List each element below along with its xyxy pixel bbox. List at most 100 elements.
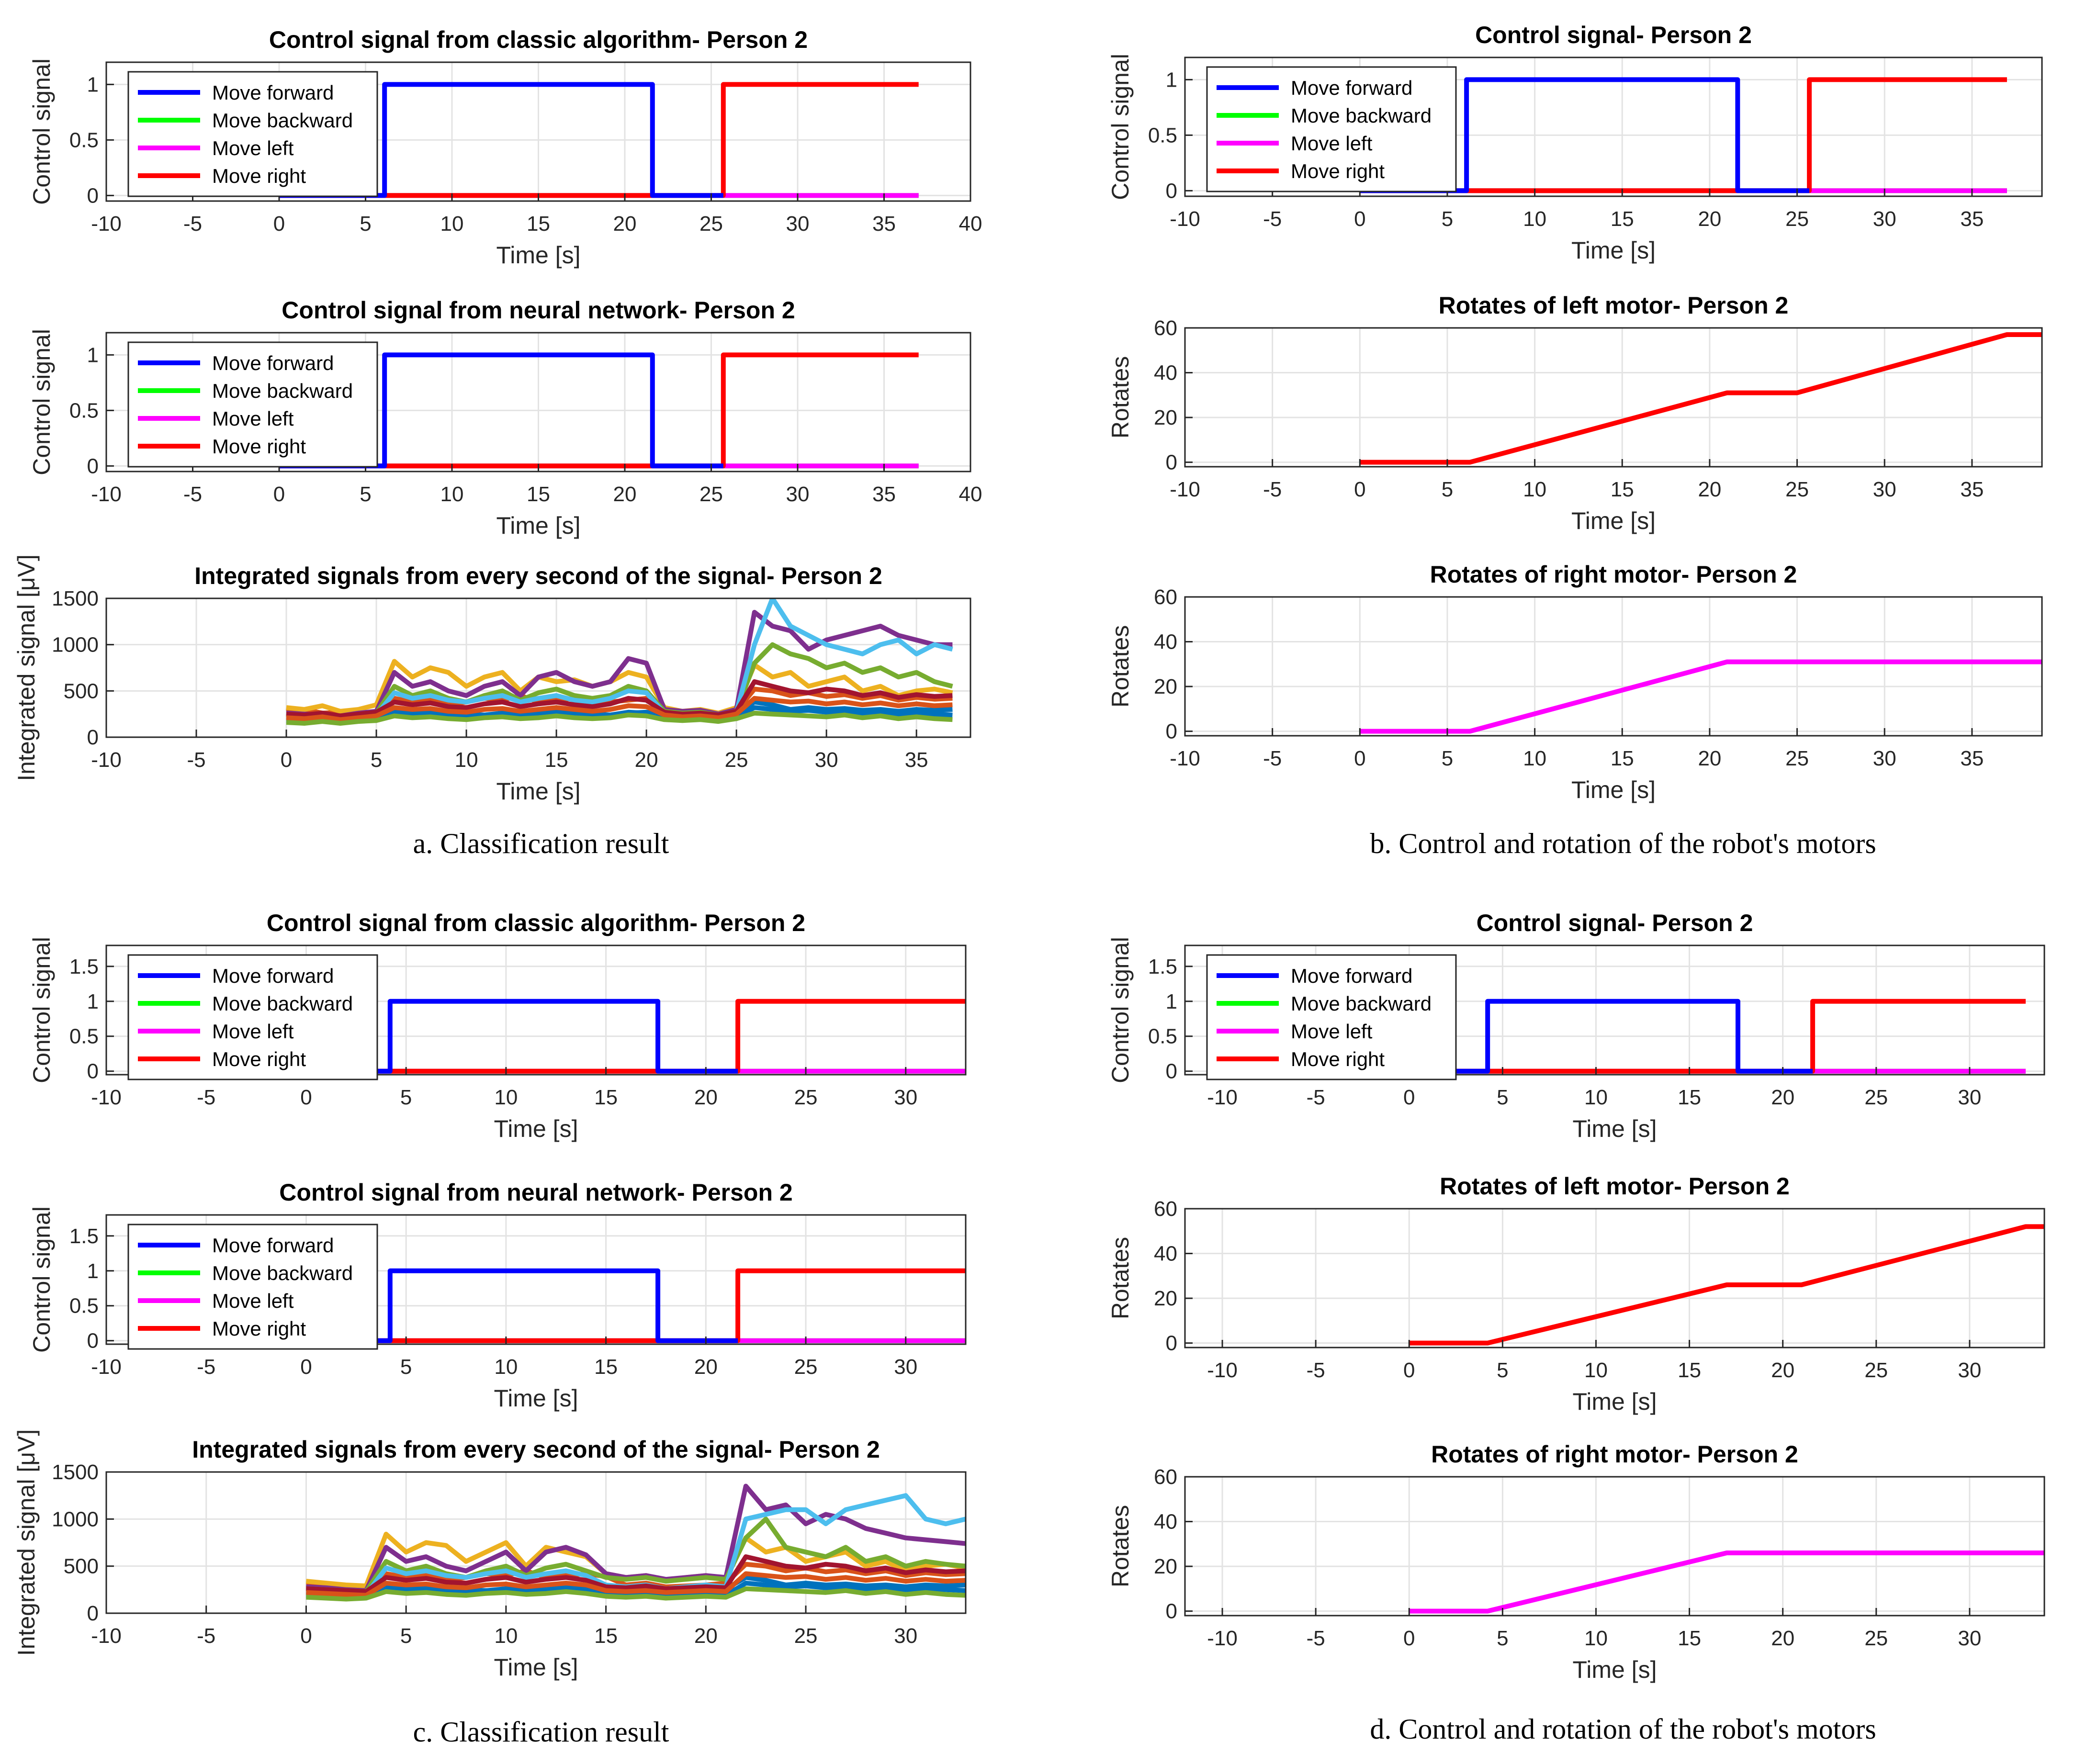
x-tick-label: -10 [91, 748, 122, 772]
series-group [1360, 659, 2042, 734]
x-tick-label: 0 [1403, 1627, 1415, 1650]
series-line-ch9 [306, 1571, 966, 1598]
x-tick-label: 0 [300, 1086, 312, 1109]
x-tick-label: 35 [872, 212, 896, 236]
legend-label: Move left [212, 137, 294, 159]
x-tick-label: 0 [300, 1355, 312, 1379]
x-tick-label: 10 [1584, 1086, 1608, 1109]
chart-panel-c3: -10 -5 0 5 10 15 20 25 30 0 500 1000 1500 Integrated … [13, 1429, 967, 1681]
x-tick-label: -5 [197, 1355, 215, 1379]
y-tick-label: 1.5 [69, 955, 99, 978]
x-tick-label: 30 [1873, 478, 1896, 501]
x-tick-label: 15 [527, 212, 550, 236]
y-tick-label: 1.5 [1148, 955, 1177, 978]
x-tick-label: 20 [1698, 207, 1721, 231]
series-line-ch7 [306, 1554, 966, 1594]
x-tick-label: 5 [1497, 1086, 1508, 1109]
axes-box [1184, 944, 2045, 1076]
x-tick-label: 0 [1354, 747, 1365, 770]
x-tick-label: 0 [273, 483, 285, 506]
chart-title: Rotates of left motor- Person 2 [1439, 292, 1789, 319]
x-tick-label: 25 [794, 1355, 818, 1379]
chart-title: Control signal from neural network- Pers… [279, 1179, 792, 1206]
x-tick-label: 5 [400, 1086, 412, 1109]
legend: Move forward Move backward Move left Move r… [127, 954, 378, 1080]
x-tick-label: 5 [1497, 1627, 1508, 1650]
chart-title: Rotates of right motor- Person 2 [1430, 561, 1797, 588]
y-axis-label: Control signal [28, 329, 55, 475]
x-axis-label: Time [s] [494, 1654, 578, 1681]
chart-title: Rotates of left motor- Person 2 [1440, 1173, 1790, 1200]
x-tick-label: 15 [1611, 207, 1634, 231]
x-tick-label: 20 [1771, 1627, 1794, 1650]
legend: Move forward Move backward Move left Move r… [127, 71, 378, 197]
series-group [305, 1483, 966, 1602]
y-tick-label: 20 [1154, 1555, 1177, 1578]
x-tick-label: 10 [455, 748, 478, 772]
legend-label: Move backward [212, 1262, 353, 1284]
chart-title: Control signal- Person 2 [1475, 22, 1752, 48]
y-tick-label: 1 [87, 1259, 99, 1283]
legend-label: Move backward [212, 380, 353, 402]
x-tick-label: -10 [1170, 207, 1200, 231]
x-tick-label: 25 [1864, 1086, 1888, 1109]
series-line-ch10 [306, 1586, 966, 1602]
y-tick-label: 0.5 [69, 128, 99, 152]
chart-panel-d2: -10 -5 0 5 10 15 20 25 30 0 20 40 60 Rotates of left … [1107, 1173, 2045, 1415]
series-line-left-motor [1409, 1224, 2044, 1346]
plot-area [1185, 1209, 2044, 1348]
series-line-ch10 [286, 710, 953, 726]
legend: Move forward Move backward Move left Move r… [127, 341, 378, 468]
chart-panel-c2: -10 -5 0 5 10 15 20 25 30 0 0.5 1 1.5 Control signal … [28, 1179, 967, 1412]
y-tick-label: 1500 [52, 587, 99, 610]
x-axis-label: Time [s] [1573, 1388, 1657, 1415]
legend-label: Move right [212, 1317, 306, 1340]
x-tick-label: 10 [1584, 1627, 1608, 1650]
x-tick-label: 15 [1611, 478, 1634, 501]
legend-label: Move forward [212, 965, 334, 987]
y-tick-label: 1 [87, 73, 99, 96]
x-tick-label: 25 [699, 483, 723, 506]
legend-label: Move right [212, 1048, 306, 1070]
x-tick-label: 0 [300, 1624, 312, 1648]
x-axis-label: Time [s] [496, 242, 581, 269]
series-line-ch4 [286, 610, 953, 719]
series-line-move-right [279, 352, 919, 469]
y-axis-label: Control signal [1107, 937, 1134, 1083]
chart-panel-d1: -10 -5 0 5 10 15 20 25 30 0 0.5 1 1.5 Control signal-… [1107, 910, 2045, 1142]
series-line-move-right [279, 82, 919, 198]
x-tick-label: 30 [1958, 1359, 1981, 1382]
x-tick-label: 0 [1403, 1359, 1415, 1382]
x-tick-label: 10 [494, 1624, 518, 1648]
x-axis-label: Time [s] [1573, 1656, 1657, 1683]
x-tick-label: -5 [197, 1624, 215, 1648]
x-tick-label: 25 [699, 212, 723, 236]
chart-title: Control signal- Person 2 [1477, 910, 1753, 936]
x-tick-label: 25 [1864, 1359, 1888, 1382]
y-tick-label: 60 [1154, 1197, 1177, 1221]
chart-title: Rotates of right motor- Person 2 [1431, 1441, 1798, 1468]
legend: Move forward Move backward Move left Move r… [127, 1224, 378, 1350]
series-line-ch6 [286, 598, 953, 722]
legend-label: Move left [212, 407, 294, 430]
y-tick-label: 1500 [52, 1461, 99, 1484]
x-tick-label: 25 [1785, 747, 1809, 770]
series-line-move-right [1409, 999, 2026, 1074]
x-tick-label: 30 [894, 1624, 917, 1648]
series-line-ch5 [286, 642, 953, 719]
legend-label: Move forward [212, 352, 334, 374]
x-tick-label: 20 [613, 483, 637, 506]
y-tick-label: 1 [1166, 990, 1177, 1013]
x-tick-label: 5 [1442, 478, 1453, 501]
y-axis-label: Rotates [1107, 356, 1134, 438]
x-tick-label: 30 [894, 1086, 917, 1109]
chart-panel-b1: -10 -5 0 5 10 15 20 25 30 35 0 0.5 1 Control signal- … [1107, 22, 2043, 264]
legend-label: Move backward [212, 992, 353, 1015]
series-line-ch9 [286, 696, 953, 722]
chart-panel-a3: -10 -5 0 5 10 15 20 25 30 35 0 500 1000 1500 Integrate… [13, 554, 971, 805]
y-tick-label: 500 [64, 1555, 99, 1578]
x-tick-label: 10 [440, 483, 464, 506]
legend-label: Move right [1291, 1048, 1385, 1070]
chart-title: Control signal from classic algorithm- P… [269, 26, 808, 53]
series-group [1360, 332, 2042, 465]
